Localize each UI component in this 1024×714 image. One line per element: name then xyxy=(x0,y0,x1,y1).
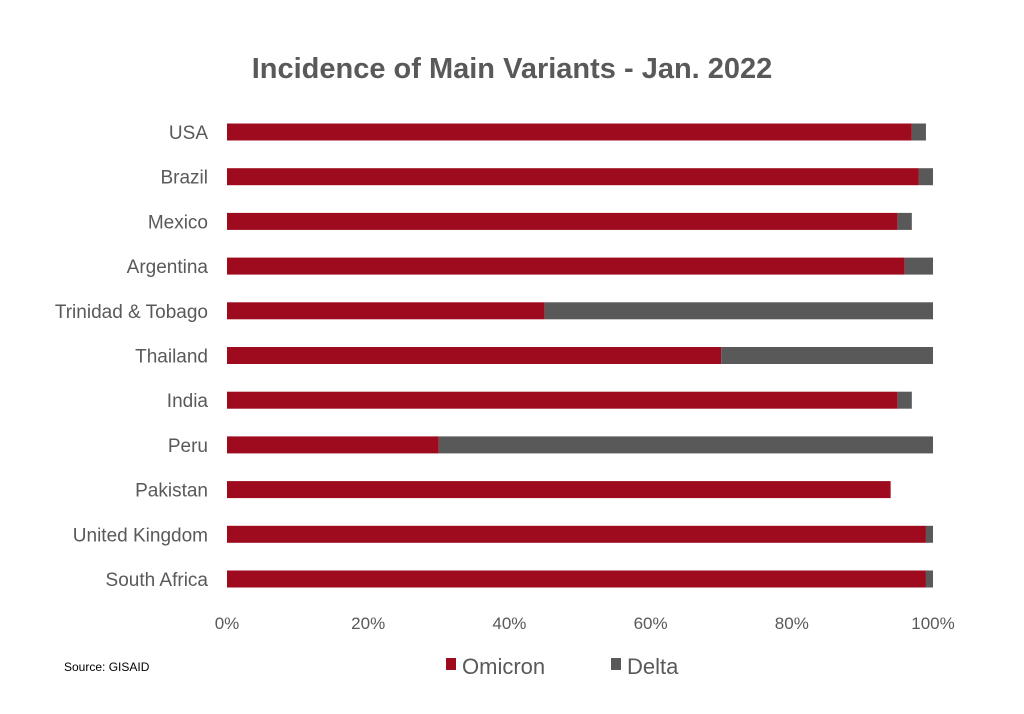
category-label: India xyxy=(167,391,209,412)
x-tick-label: 60% xyxy=(634,614,668,633)
category-label: Thailand xyxy=(135,347,208,368)
bar-omicron-mexico xyxy=(227,212,898,230)
bar-omicron-india xyxy=(227,391,898,409)
bars xyxy=(227,123,933,588)
bar-delta-mexico xyxy=(897,212,912,230)
source-note: Source: GISAID xyxy=(64,660,150,674)
category-label: USA xyxy=(169,123,208,144)
bar-omicron-united-kingdom xyxy=(227,525,926,543)
x-tick-label: 0% xyxy=(215,614,240,633)
bar-omicron-trinidad-tobago xyxy=(227,302,545,320)
legend-label-delta: Delta xyxy=(627,654,679,679)
bar-delta-south-africa xyxy=(925,570,933,588)
bar-delta-brazil xyxy=(918,168,933,186)
category-label: Peru xyxy=(168,436,208,457)
bar-delta-usa xyxy=(911,123,926,141)
legend-label-omicron: Omicron xyxy=(462,654,545,679)
category-label: Pakistan xyxy=(135,481,208,502)
bar-omicron-thailand xyxy=(227,347,722,364)
category-labels: USA Brazil Mexico Argentina Trinidad & Tobag… xyxy=(55,123,209,591)
bar-delta-peru xyxy=(438,436,933,454)
bar-delta-trinidad-tobago xyxy=(544,302,933,320)
chart-title: Incidence of Main Variants - Jan. 2022 xyxy=(252,53,773,85)
x-axis-ticks: 0% 20% 40% 60% 80% 100% xyxy=(215,614,955,633)
bar-delta-india xyxy=(897,391,912,409)
x-tick-label: 80% xyxy=(775,614,809,633)
bar-omicron-brazil xyxy=(227,168,919,186)
x-tick-label: 40% xyxy=(492,614,526,633)
bar-delta-argentina xyxy=(904,257,933,275)
x-tick-label: 20% xyxy=(351,614,385,633)
bar-omicron-usa xyxy=(227,123,912,141)
category-label: United Kingdom xyxy=(73,525,208,546)
category-label: Argentina xyxy=(127,257,209,278)
bar-delta-thailand xyxy=(721,347,933,364)
bar-omicron-argentina xyxy=(227,257,905,275)
category-label: Trinidad & Tobago xyxy=(55,302,208,323)
bar-delta-united-kingdom xyxy=(925,525,933,543)
category-label: Mexico xyxy=(148,212,208,233)
category-label: South Africa xyxy=(106,570,209,591)
x-tick-label: 100% xyxy=(911,614,954,633)
bar-omicron-peru xyxy=(227,436,439,454)
bar-omicron-pakistan xyxy=(227,481,891,499)
category-label: Brazil xyxy=(160,168,208,189)
bar-omicron-south-africa xyxy=(227,570,926,588)
legend-swatch-delta xyxy=(611,658,621,670)
legend-swatch-omicron xyxy=(446,658,456,670)
legend: Omicron Delta xyxy=(446,654,679,679)
